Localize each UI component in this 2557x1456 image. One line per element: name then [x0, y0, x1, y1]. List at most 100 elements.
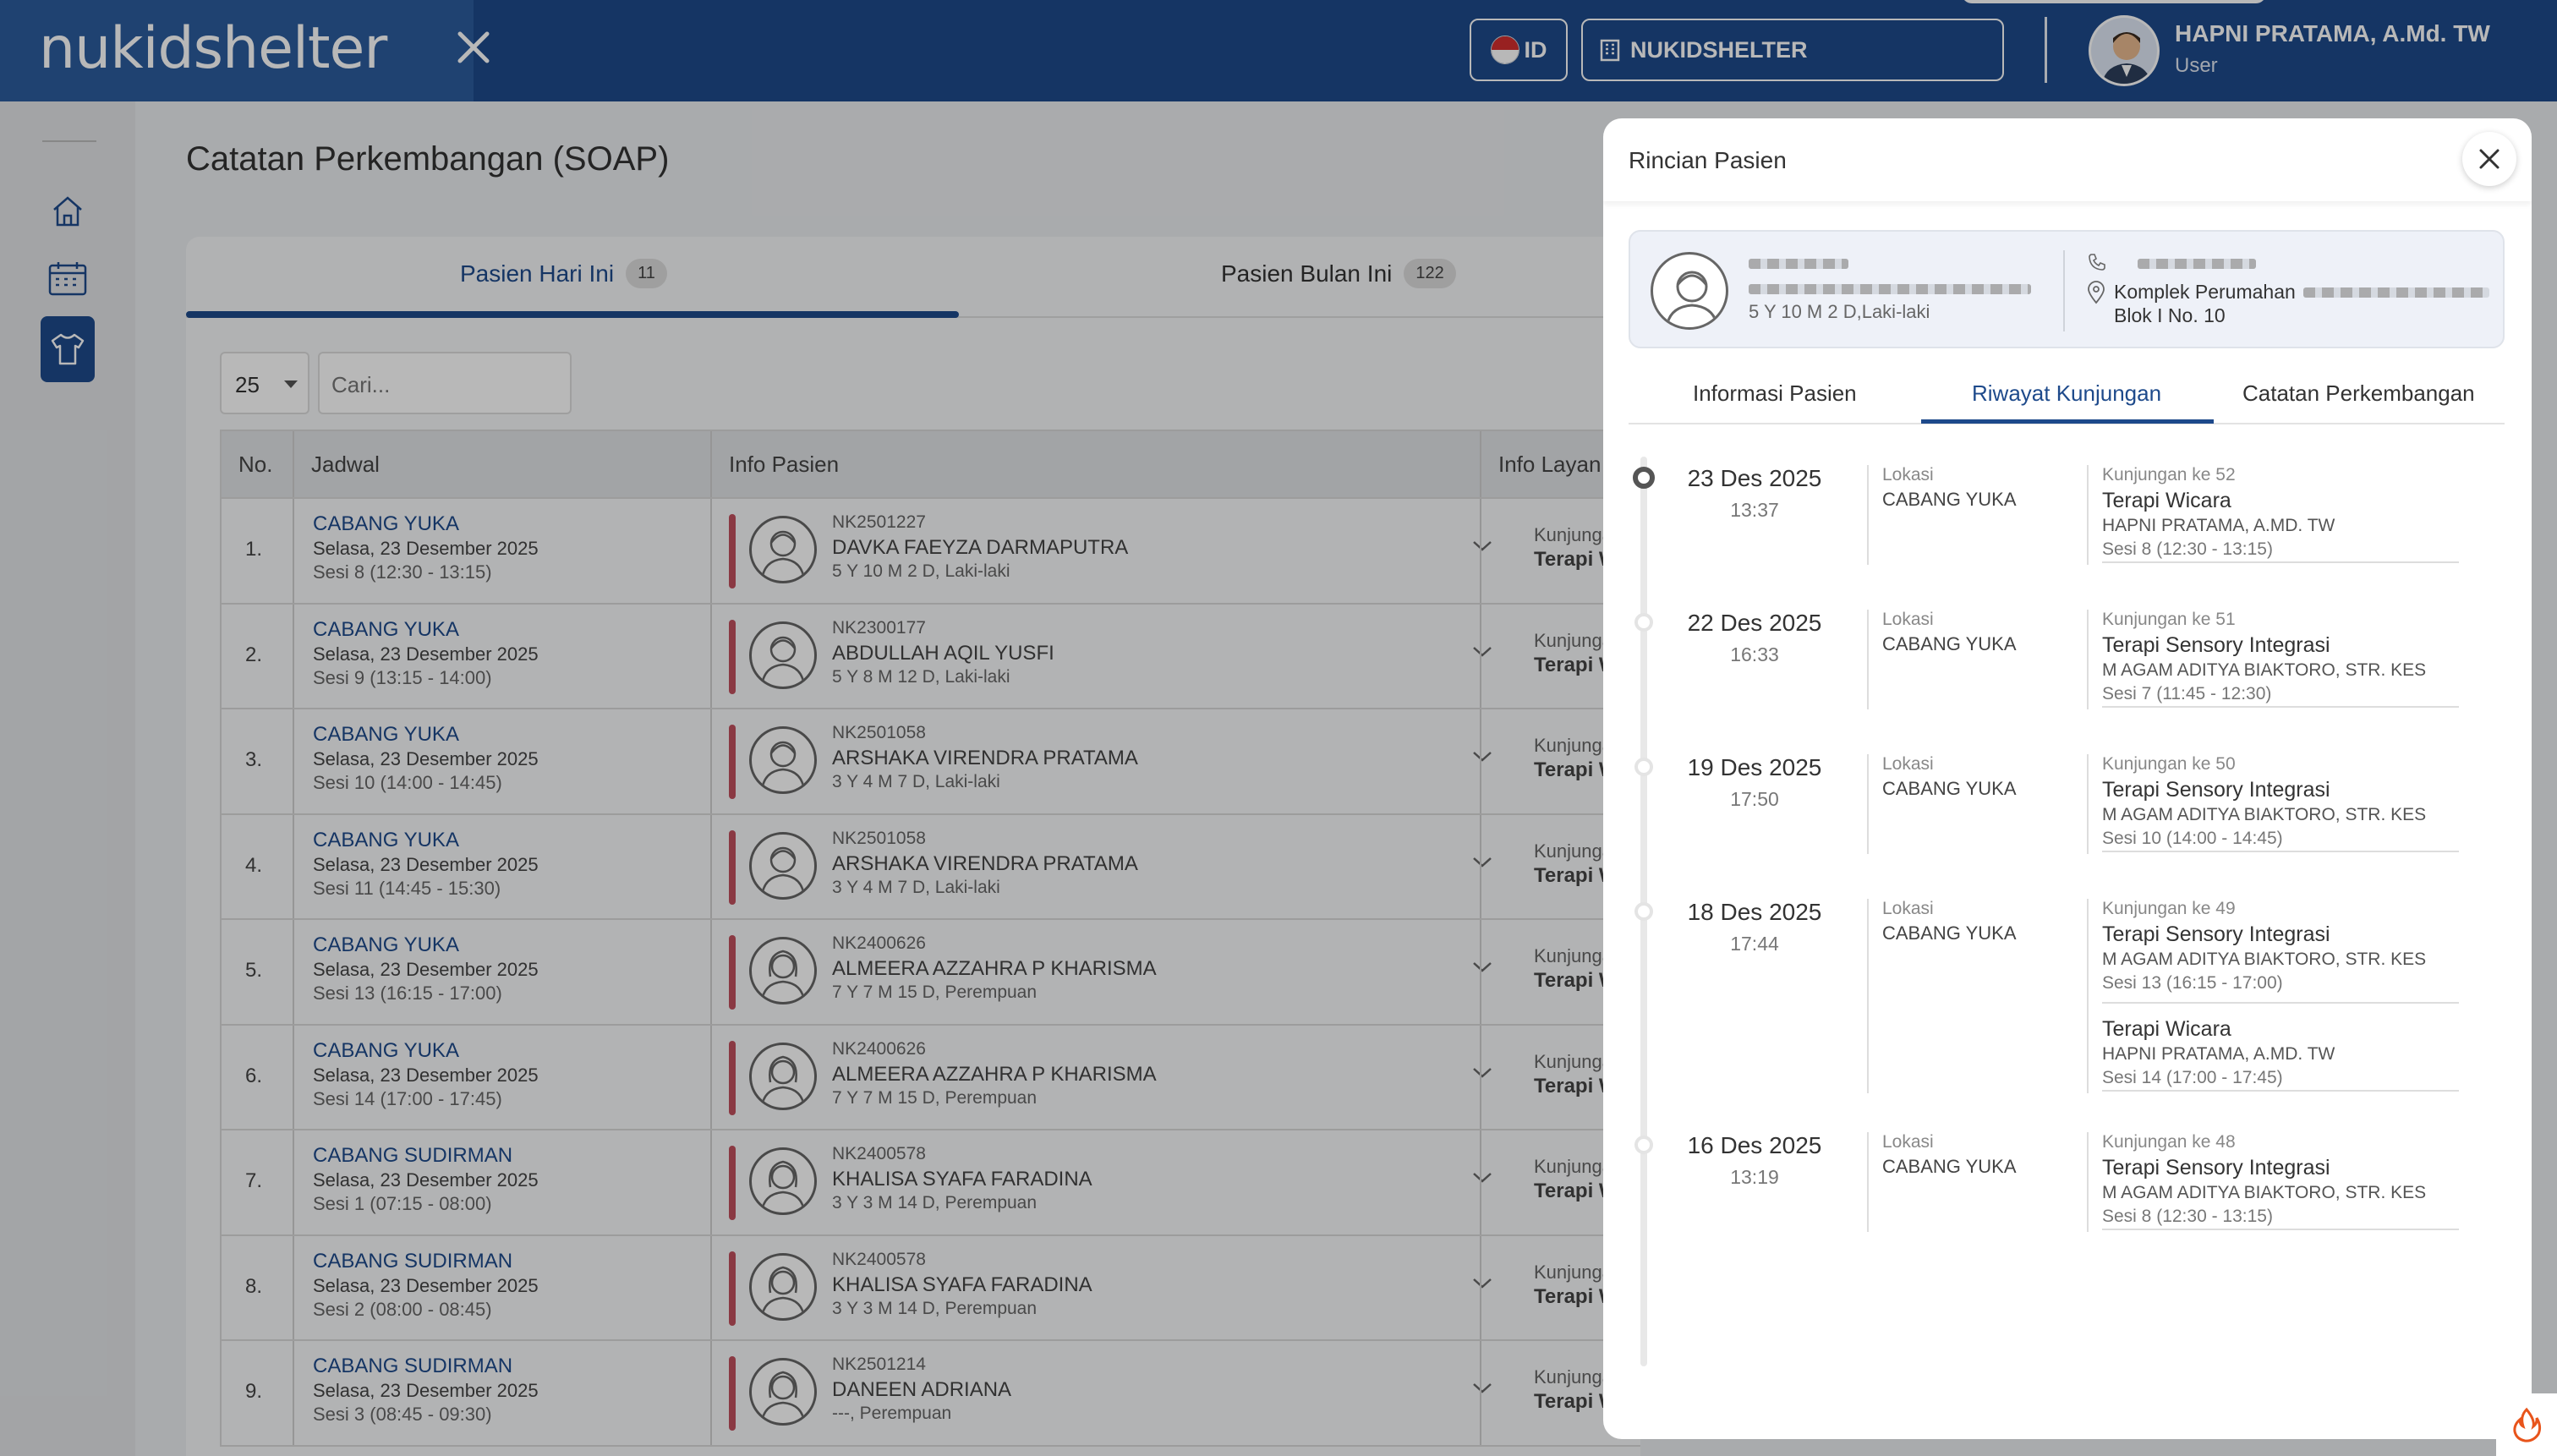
chevron-down-icon[interactable] — [1471, 961, 1493, 978]
patient-age-gender: 3 Y 3 M 14 D, Perempuan — [832, 1298, 1038, 1318]
branch-select[interactable]: NUKIDSHELTER — [1581, 19, 2004, 81]
language-button[interactable]: ID — [1470, 19, 1568, 81]
schedule-location[interactable]: CABANG SUDIRMAN — [313, 1249, 513, 1273]
chevron-down-icon[interactable] — [1471, 1066, 1493, 1084]
status-bar — [729, 725, 736, 799]
close-menu-icon[interactable] — [450, 24, 497, 71]
patient-age-gender: 3 Y 4 M 7 D, Laki-laki — [832, 772, 1000, 791]
chevron-down-icon[interactable] — [1471, 645, 1493, 663]
tab-informasi-pasien[interactable]: Informasi Pasien — [1693, 380, 1857, 406]
session-time: Sesi 7 (11:45 - 12:30) — [2102, 684, 2272, 703]
column-divider — [293, 920, 294, 1024]
patient-age-gender: 3 Y 3 M 14 D, Perempuan — [832, 1193, 1038, 1212]
chevron-down-icon[interactable] — [1471, 539, 1493, 557]
indonesia-flag-icon — [1490, 36, 1519, 64]
location-label: Lokasi — [1882, 1132, 1934, 1152]
page-size-value: 25 — [235, 372, 260, 397]
visit-location: CABANG YUKA — [1882, 778, 2017, 799]
visit-number: Kunjungan ke 49 — [2102, 899, 2236, 918]
schedule-session: Sesi 2 (08:00 - 08:45) — [313, 1298, 492, 1320]
entry-divider — [1867, 899, 1869, 1093]
tab-catatan-perkembangan[interactable]: Catatan Perkembangan — [2242, 380, 2475, 406]
patient-id: NK2300177 — [832, 617, 926, 638]
schedule-location[interactable]: CABANG YUKA — [313, 933, 459, 956]
schedule-location[interactable]: CABANG SUDIRMAN — [313, 1144, 513, 1167]
visit-date: 19 Des 2025 — [1687, 754, 1822, 780]
table-row[interactable]: 9. CABANG SUDIRMAN Selasa, 23 Desember 2… — [220, 1341, 1646, 1447]
column-divider — [1480, 1235, 1481, 1339]
building-icon — [1600, 39, 1620, 62]
col-header-info-pasien: Info Pasien — [729, 452, 840, 477]
user-name: HAPNI PRATAMA, A.Md. TW — [2175, 20, 2490, 47]
therapist-name: M AGAM ADITYA BIAKTORO, STR. KES — [2102, 805, 2427, 824]
column-divider — [293, 604, 294, 708]
female-avatar-icon — [749, 1358, 817, 1426]
page-size-select[interactable]: 25 — [220, 352, 309, 414]
patient-age-gender: 7 Y 7 M 15 D, Perempuan — [832, 1087, 1038, 1108]
schedule-location[interactable]: CABANG YUKA — [313, 512, 459, 535]
entry-divider — [2087, 610, 2089, 709]
column-divider — [710, 431, 712, 497]
patient-name: DAVKA FAEYZA DARMAPUTRA — [832, 536, 1129, 559]
schedule-location[interactable]: CABANG YUKA — [313, 828, 459, 851]
column-divider — [293, 814, 294, 918]
service-name: Terapi Wicara — [2102, 489, 2231, 512]
table-row[interactable]: 3. CABANG YUKA Selasa, 23 Desember 2025 … — [220, 709, 1646, 815]
flame-icon[interactable] — [2496, 1393, 2557, 1456]
schedule-session: Sesi 10 (14:00 - 14:45) — [313, 772, 502, 793]
schedule-location[interactable]: CABANG SUDIRMAN — [313, 1355, 513, 1377]
table-row[interactable]: 7. CABANG SUDIRMAN Selasa, 23 Desember 2… — [220, 1130, 1646, 1236]
search-input[interactable]: Cari... — [318, 352, 572, 414]
entry-bottom-line — [2102, 561, 2459, 563]
shirt-icon[interactable] — [41, 316, 95, 382]
column-divider — [710, 604, 712, 708]
table-row[interactable]: 5. CABANG YUKA Selasa, 23 Desember 2025 … — [220, 920, 1646, 1026]
row-number: 8. — [245, 1274, 263, 1298]
schedule-date: Selasa, 23 Desember 2025 — [313, 748, 539, 769]
patient-name: ABDULLAH AQIL YUSFI — [832, 641, 1054, 665]
schedule-date: Selasa, 23 Desember 2025 — [313, 1380, 539, 1401]
visit-location: CABANG YUKA — [1882, 1156, 2017, 1177]
male-avatar-icon — [749, 516, 817, 583]
brand-area: nukidshelter — [0, 0, 474, 101]
table-row[interactable]: 2. CABANG YUKA Selasa, 23 Desember 2025 … — [220, 604, 1646, 709]
tab-pasien-bulan-ini[interactable]: Pasien Bulan Ini 122 — [1221, 259, 1456, 288]
table-row[interactable]: 1. CABANG YUKA Selasa, 23 Desember 2025 … — [220, 499, 1646, 605]
visit-location: CABANG YUKA — [1882, 633, 2017, 654]
location-label: Lokasi — [1882, 465, 1934, 484]
female-avatar-icon — [749, 1042, 817, 1110]
chevron-down-icon[interactable] — [1471, 1277, 1493, 1295]
redacted-detail — [1749, 284, 2031, 294]
tab-label: Pasien Hari Ini — [460, 260, 615, 287]
tab-riwayat-kunjungan[interactable]: Riwayat Kunjungan — [1972, 380, 2162, 406]
schedule-location[interactable]: CABANG YUKA — [313, 617, 459, 641]
chevron-down-icon[interactable] — [1471, 1171, 1493, 1189]
patient-age-gender: 5 Y 10 M 2 D,Laki-laki — [1749, 301, 1930, 322]
patient-summary-card: 5 Y 10 M 2 D,Laki-laki Komplek Perumahan… — [1629, 230, 2505, 348]
user-avatar[interactable] — [2089, 15, 2160, 86]
row-number: 2. — [245, 643, 263, 666]
timeline-dot — [1634, 902, 1653, 921]
schedule-location[interactable]: CABANG YUKA — [313, 723, 459, 746]
row-number: 9. — [245, 1380, 263, 1403]
visit-date: 22 Des 2025 — [1687, 610, 1822, 636]
tab-pasien-hari-ini[interactable]: Pasien Hari Ini 11 — [460, 259, 667, 288]
chevron-down-icon[interactable] — [1471, 1382, 1493, 1399]
schedule-location[interactable]: CABANG YUKA — [313, 1038, 459, 1062]
column-divider — [1480, 1130, 1481, 1234]
calendar-icon[interactable] — [41, 252, 95, 306]
chevron-down-icon[interactable] — [1471, 750, 1493, 768]
chevron-down-icon[interactable] — [1471, 856, 1493, 873]
visit-number: Kunjungan ke 51 — [2102, 610, 2236, 629]
status-bar — [729, 1146, 736, 1220]
column-divider — [293, 431, 294, 497]
close-panel-button[interactable] — [2462, 132, 2516, 186]
language-code: ID — [1524, 36, 1547, 63]
service-name: Terapi Sensory Integrasi — [2102, 633, 2330, 657]
table-row[interactable]: 8. CABANG SUDIRMAN Selasa, 23 Desember 2… — [220, 1235, 1646, 1341]
home-icon[interactable] — [41, 184, 95, 238]
entry-divider — [2087, 754, 2089, 854]
session-time: Sesi 8 (12:30 - 13:15) — [2102, 539, 2273, 559]
table-row[interactable]: 4. CABANG YUKA Selasa, 23 Desember 2025 … — [220, 814, 1646, 920]
column-divider — [293, 1341, 294, 1445]
